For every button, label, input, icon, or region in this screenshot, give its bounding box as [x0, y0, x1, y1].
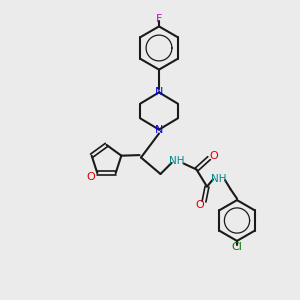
- Text: NH: NH: [211, 173, 226, 184]
- Text: F: F: [156, 14, 162, 24]
- Text: N: N: [155, 87, 163, 98]
- Text: O: O: [195, 200, 204, 210]
- Text: Cl: Cl: [232, 242, 242, 253]
- Text: N: N: [155, 124, 163, 135]
- Text: O: O: [86, 172, 95, 182]
- Text: NH: NH: [169, 156, 185, 167]
- Text: O: O: [209, 151, 218, 161]
